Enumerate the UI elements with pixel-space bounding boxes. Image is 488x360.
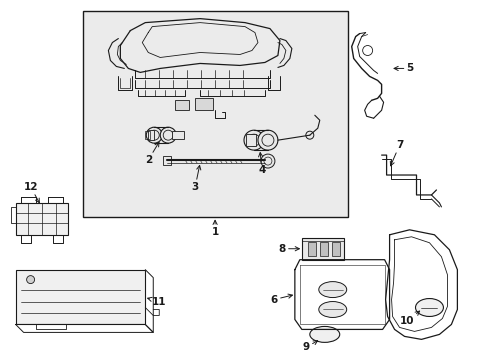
- Bar: [172, 131, 184, 139]
- Bar: [16, 203, 67, 235]
- Ellipse shape: [415, 298, 443, 316]
- Circle shape: [146, 127, 162, 143]
- Circle shape: [26, 276, 35, 284]
- Text: 2: 2: [144, 142, 159, 165]
- Bar: [307, 242, 315, 256]
- Ellipse shape: [318, 282, 346, 298]
- Text: 7: 7: [389, 140, 403, 166]
- Text: 9: 9: [302, 341, 317, 352]
- Circle shape: [261, 154, 274, 168]
- Circle shape: [305, 131, 313, 139]
- Text: 11: 11: [147, 297, 166, 306]
- Bar: [175, 100, 189, 110]
- Bar: [331, 242, 339, 256]
- Text: 5: 5: [393, 63, 413, 73]
- Text: 3: 3: [191, 166, 201, 192]
- Text: 4: 4: [258, 153, 265, 175]
- Text: 6: 6: [270, 294, 292, 305]
- Ellipse shape: [318, 302, 346, 318]
- Text: 1: 1: [211, 220, 218, 237]
- Circle shape: [160, 127, 176, 143]
- Bar: [145, 131, 150, 139]
- Circle shape: [258, 130, 277, 150]
- Bar: [245, 134, 255, 146]
- Circle shape: [244, 130, 264, 150]
- Text: 10: 10: [399, 311, 419, 327]
- Bar: [16, 270, 145, 324]
- Ellipse shape: [309, 327, 339, 342]
- Bar: [148, 130, 154, 140]
- Text: 8: 8: [278, 244, 299, 254]
- Bar: [301, 238, 343, 260]
- Text: 12: 12: [23, 182, 40, 203]
- Bar: [319, 242, 327, 256]
- Bar: [195, 98, 213, 110]
- Bar: [83, 11, 347, 217]
- Bar: [163, 156, 171, 165]
